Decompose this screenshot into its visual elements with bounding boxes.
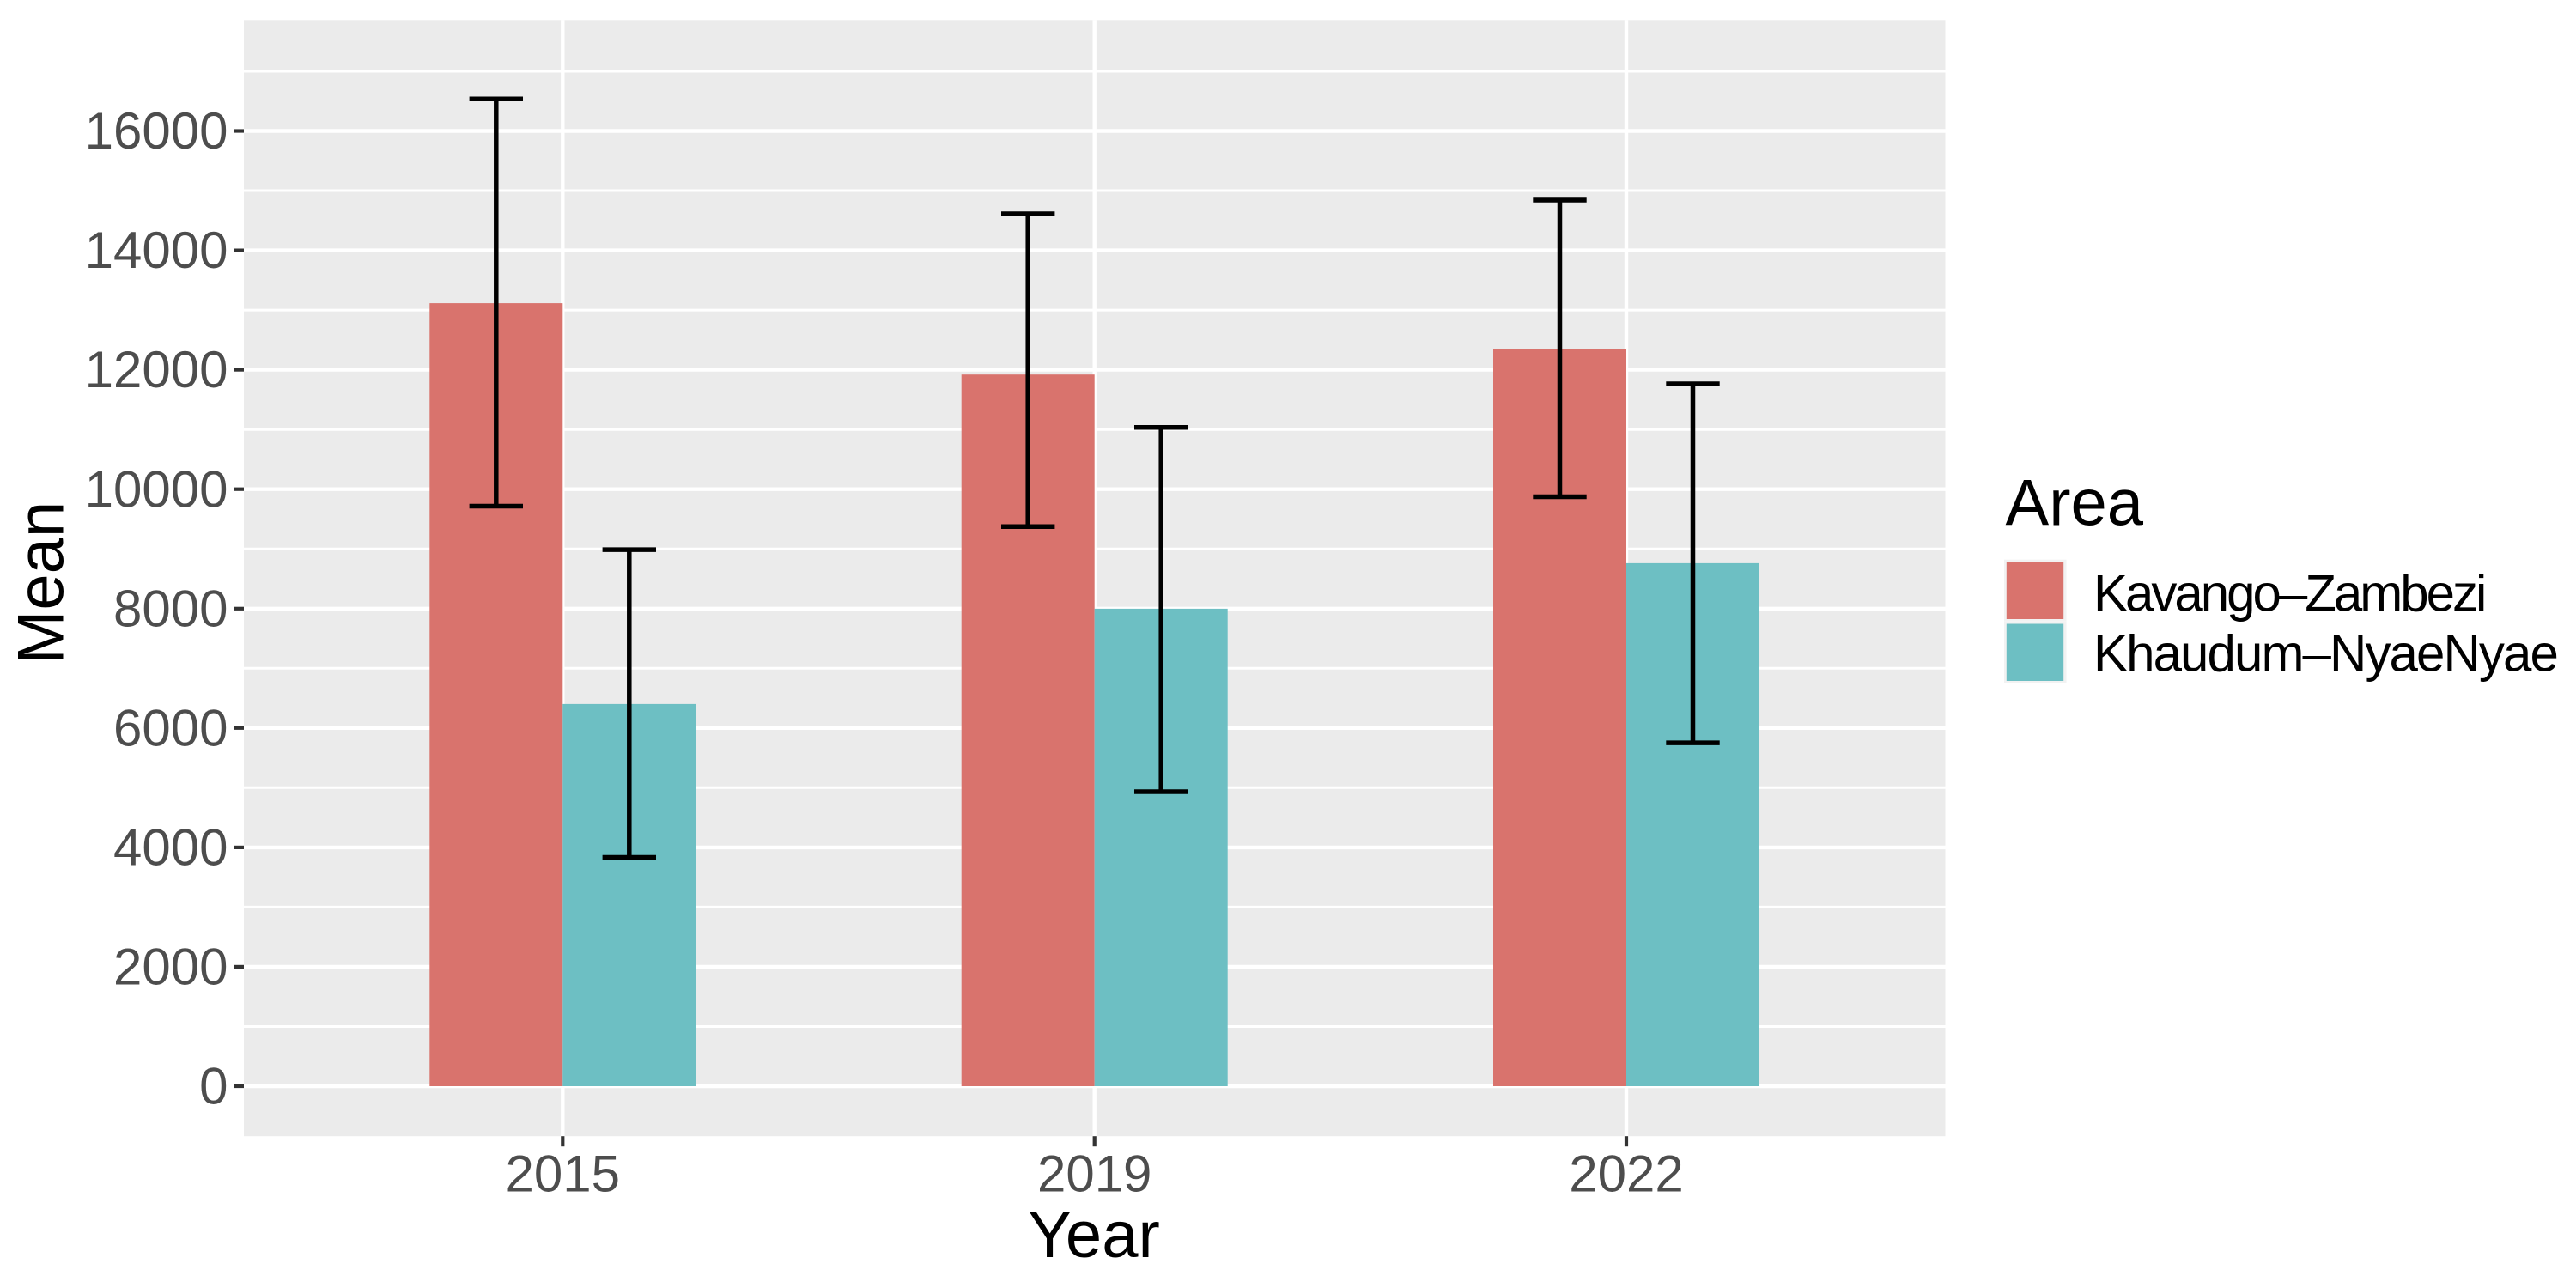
svg-text:4000: 4000 <box>113 819 228 877</box>
svg-text:Area: Area <box>2006 467 2144 540</box>
svg-text:Khaudum–NyaeNyae: Khaudum–NyaeNyae <box>2093 625 2557 683</box>
svg-text:Mean: Mean <box>4 501 77 665</box>
svg-text:6000: 6000 <box>113 699 228 756</box>
svg-text:2022: 2022 <box>1569 1145 1683 1203</box>
svg-text:14000: 14000 <box>85 222 228 279</box>
svg-text:12000: 12000 <box>85 341 228 398</box>
svg-text:16000: 16000 <box>85 102 228 160</box>
svg-text:0: 0 <box>199 1058 228 1115</box>
svg-text:8000: 8000 <box>113 580 228 637</box>
svg-text:Year: Year <box>1028 1199 1160 1272</box>
svg-text:Kavango–Zambezi: Kavango–Zambezi <box>2093 564 2484 622</box>
svg-text:2015: 2015 <box>506 1145 620 1203</box>
svg-text:10000: 10000 <box>85 460 228 518</box>
svg-text:2000: 2000 <box>113 939 228 996</box>
svg-text:2019: 2019 <box>1037 1145 1151 1203</box>
